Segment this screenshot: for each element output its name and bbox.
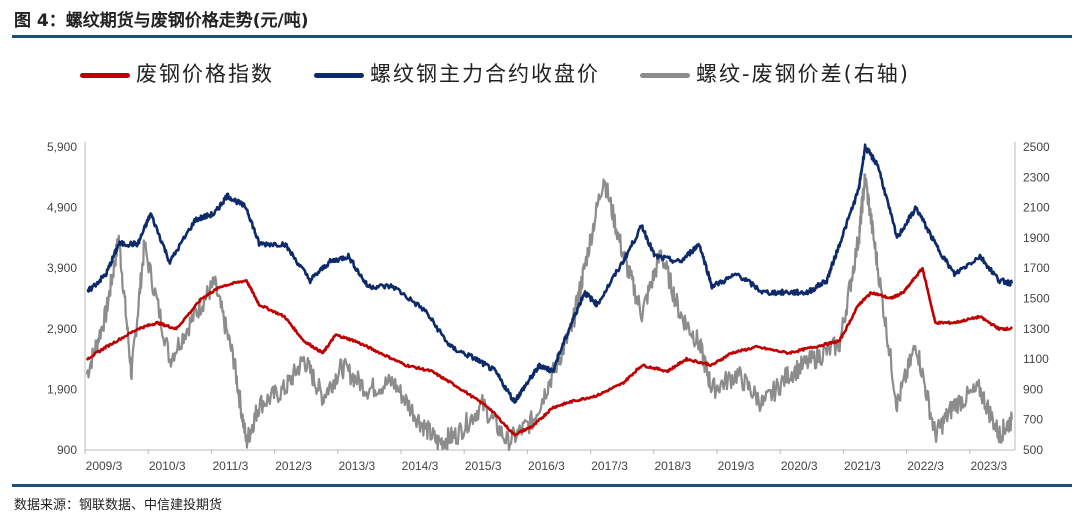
x-tick-label: 2018/3 (654, 459, 691, 473)
x-tick-label: 2014/3 (402, 459, 439, 473)
legend-item-rebar: 螺纹钢主力合约收盘价 (314, 58, 600, 88)
y-right-tick-label: 1300 (1023, 322, 1050, 336)
x-tick-label: 2009/3 (86, 459, 123, 473)
y-left-tick-label: 3,900 (47, 261, 77, 275)
y-left-tick-label: 900 (57, 443, 77, 457)
y-right-tick-label: 500 (1023, 443, 1043, 457)
source-note: 数据来源：钢联数据、中信建投期货 (14, 498, 223, 513)
y-right-tick-label: 2500 (1023, 140, 1050, 154)
legend: 废钢价格指数 螺纹钢主力合约收盘价 螺纹-废钢价差(右轴) (80, 58, 910, 88)
legend-label: 螺纹钢主力合约收盘价 (370, 62, 600, 86)
x-tick-label: 2020/3 (781, 459, 818, 473)
x-tick-label: 2016/3 (528, 459, 565, 473)
y-left-tick-label: 1,900 (47, 382, 77, 396)
y-left-tick-label: 2,900 (47, 322, 77, 336)
x-tick-label: 2011/3 (212, 459, 248, 473)
legend-label: 螺纹-废钢价差(右轴) (696, 62, 910, 86)
y-left-tick-label: 5,900 (47, 140, 77, 154)
series-line-1 (86, 143, 1014, 404)
x-tick-label: 2012/3 (275, 459, 312, 473)
y-right-tick-label: 2100 (1023, 201, 1050, 215)
y-right-tick-label: 2300 (1023, 170, 1050, 184)
legend-label: 废钢价格指数 (136, 62, 274, 86)
y-right-tick-label: 700 (1023, 413, 1043, 427)
top-rule (12, 35, 1072, 38)
y-right-tick-label: 1900 (1023, 231, 1050, 245)
legend-swatch (80, 72, 130, 78)
legend-swatch (640, 72, 690, 78)
x-tick-label: 2013/3 (338, 459, 375, 473)
y-left-tick-label: 4,900 (47, 201, 77, 215)
y-right-tick-label: 1700 (1023, 261, 1050, 275)
x-tick-label: 2015/3 (465, 459, 502, 473)
x-tick-label: 2019/3 (718, 459, 755, 473)
series-line-0 (85, 266, 1013, 437)
chart-title: 图 4：螺纹期货与废钢价格走势(元/吨) (14, 11, 309, 31)
y-right-tick-label: 900 (1023, 382, 1043, 396)
x-tick-label: 2022/3 (907, 459, 944, 473)
x-tick-label: 2010/3 (149, 459, 186, 473)
legend-item-scrap: 废钢价格指数 (80, 58, 274, 88)
y-right-tick-label: 1100 (1023, 352, 1049, 366)
legend-item-spread: 螺纹-废钢价差(右轴) (640, 58, 910, 88)
legend-swatch (314, 72, 364, 78)
y-right-tick-label: 1500 (1023, 292, 1050, 306)
bottom-rule (12, 484, 1072, 487)
x-tick-label: 2017/3 (591, 459, 628, 473)
x-tick-label: 2021/3 (844, 459, 881, 473)
x-tick-label: 2023/3 (970, 459, 1007, 473)
